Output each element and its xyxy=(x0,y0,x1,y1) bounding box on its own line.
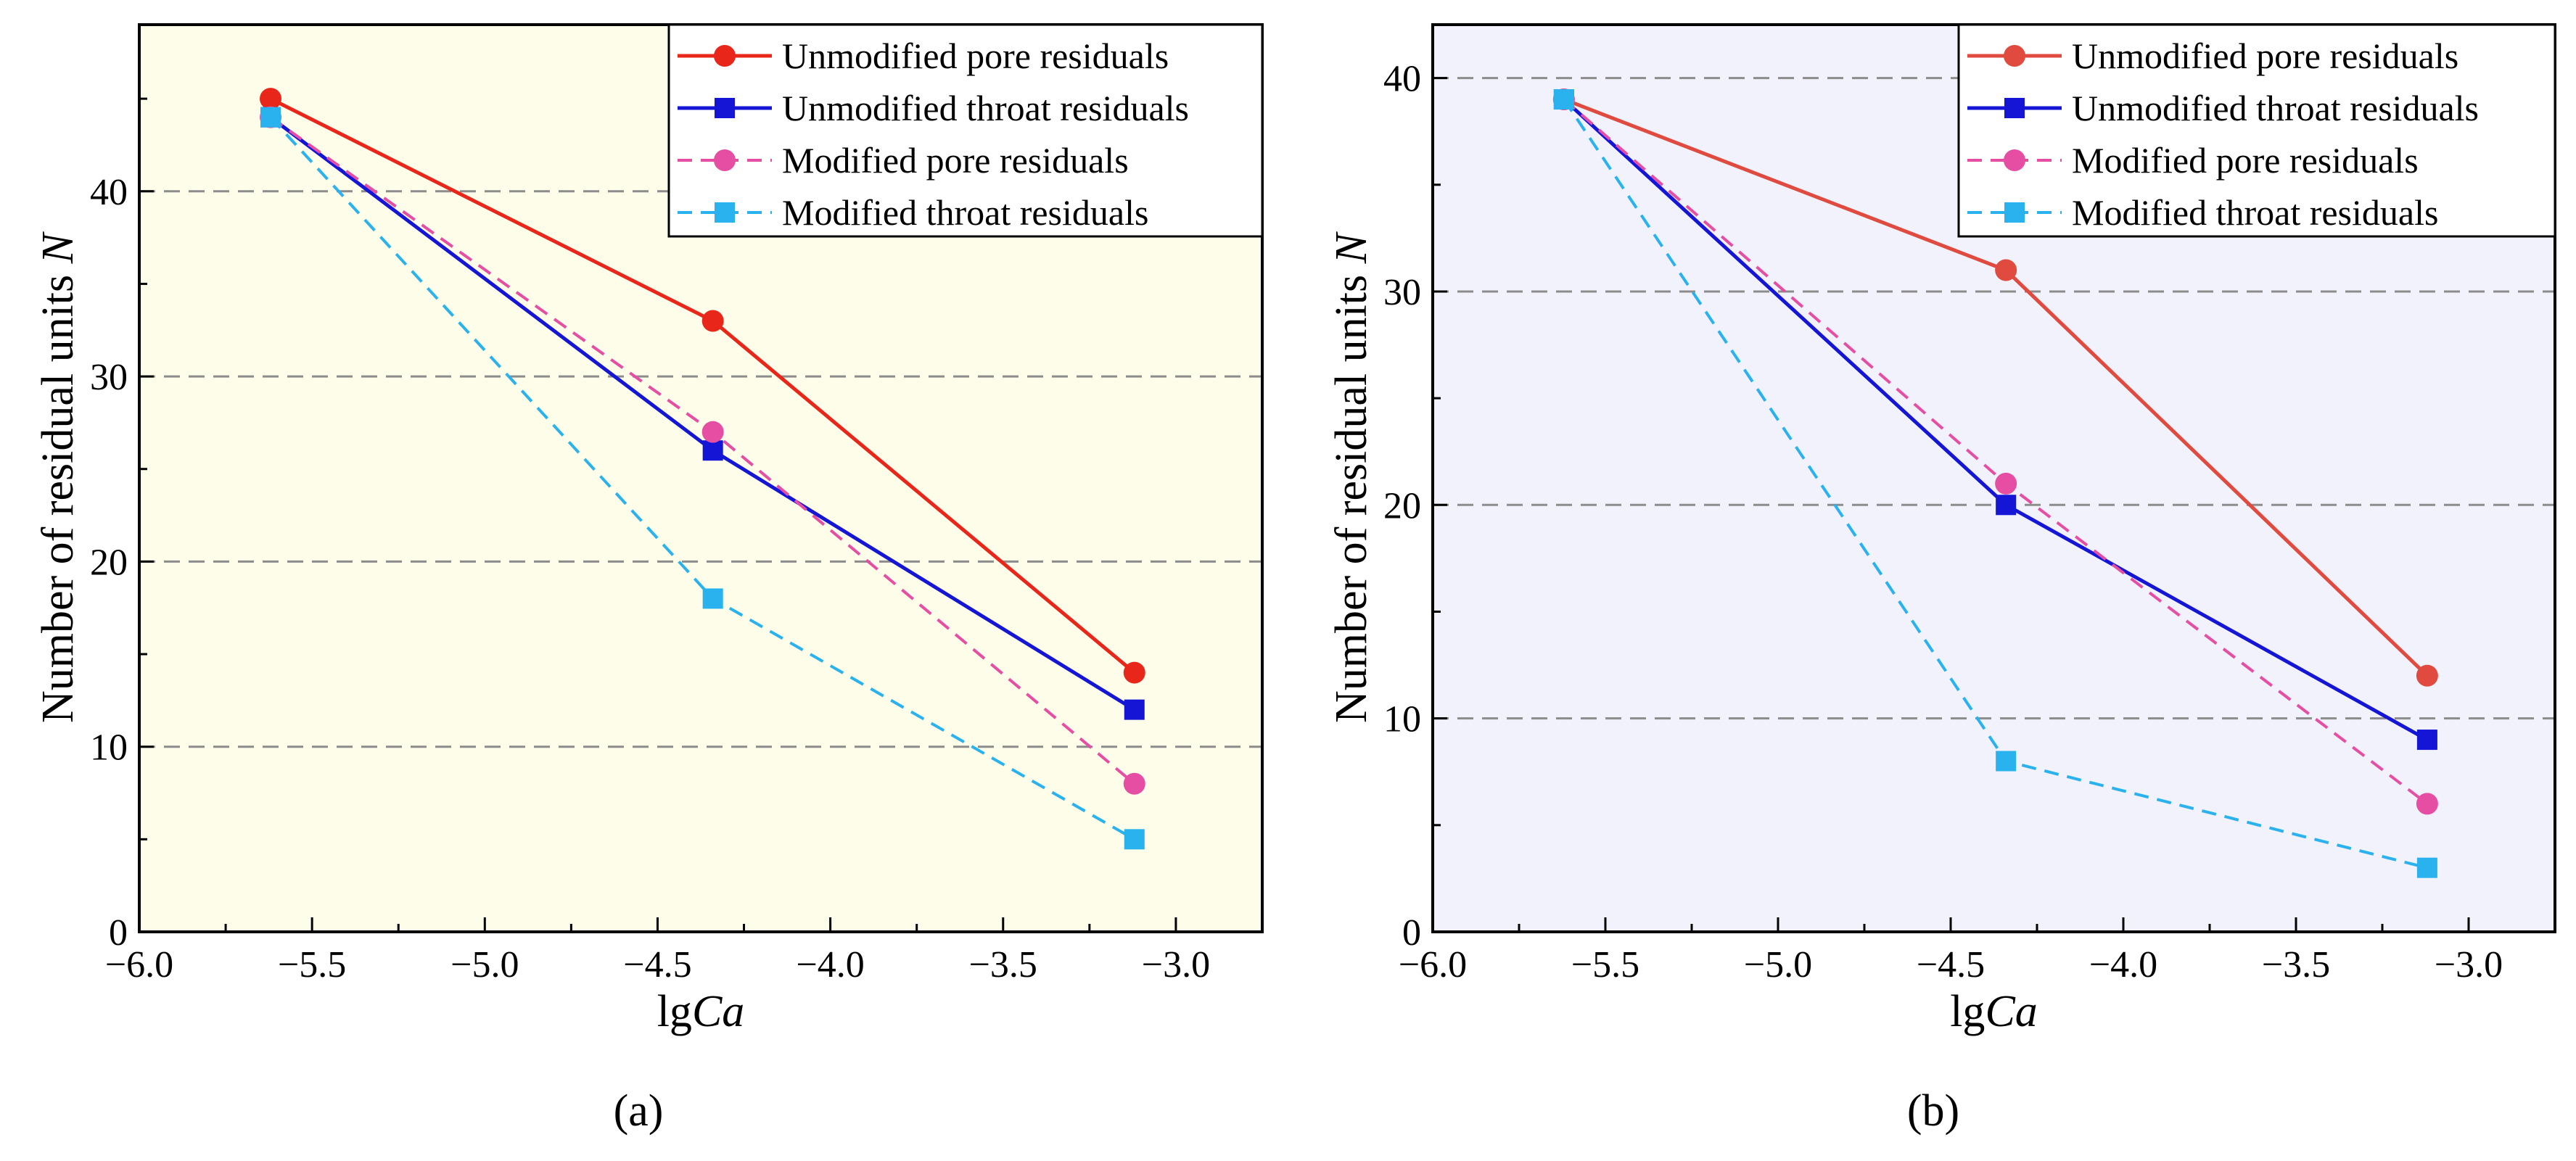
legend-label-a-2: Modified pore residuals xyxy=(782,140,1129,181)
x-tick-label-b-2: −5.0 xyxy=(1744,944,1812,986)
y-tick-label-a-2: 20 xyxy=(90,542,128,583)
y-tick-label-a-0: 0 xyxy=(109,912,128,954)
data-point-a-2-2 xyxy=(1123,772,1145,795)
x-tick-label-b-5: −3.5 xyxy=(2262,944,2330,986)
y-tick-label-b-0: 0 xyxy=(1402,912,1421,954)
data-point-b-1-2 xyxy=(2416,730,2437,751)
legend-label-b-0: Unmodified pore residuals xyxy=(2072,36,2458,76)
legend-label-a-0: Unmodified pore residuals xyxy=(782,36,1169,76)
legend-label-b-1: Unmodified throat residuals xyxy=(2072,88,2479,128)
x-tick-label-a-2: −5.0 xyxy=(450,944,519,986)
legend-marker-a-0 xyxy=(714,45,736,67)
x-tick-label-b-0: −6.0 xyxy=(1399,944,1467,986)
y-tick-label-a-4: 40 xyxy=(90,172,128,213)
y-tick-label-b-4: 40 xyxy=(1383,59,1421,100)
data-point-a-1-1 xyxy=(702,440,723,461)
legend-marker-b-0 xyxy=(2004,45,2025,67)
chart-panel-b: −6.0 −5.5 −5.0 −4.5 −4.0 −3.5 −3.0 0 10 20 30 40 lgC… xyxy=(1327,23,2556,1036)
x-tick-label-b-1: −5.5 xyxy=(1571,944,1639,986)
y-tick-label-b-1: 10 xyxy=(1383,699,1421,740)
data-point-a-1-2 xyxy=(1124,699,1145,720)
x-tick-label-a-4: −4.0 xyxy=(796,944,864,986)
legend-box-b xyxy=(1957,23,2556,238)
y-tick-label-a-1: 10 xyxy=(90,727,128,769)
legend-label-a-1: Unmodified throat residuals xyxy=(782,88,1189,128)
data-point-b-3-1 xyxy=(1996,751,2017,772)
panel-label-b: (b) xyxy=(1907,1086,1959,1136)
data-point-a-3-1 xyxy=(702,588,723,609)
x-tick-label-a-6: −3.0 xyxy=(1142,944,1210,986)
legend-marker-a-2 xyxy=(714,149,736,171)
y-axis-title-b: Number of residual units N xyxy=(1327,231,1376,723)
data-point-b-1-1 xyxy=(1996,495,2017,516)
x-tick-label-b-6: −3.0 xyxy=(2435,944,2503,986)
data-point-a-3-2 xyxy=(1124,829,1145,850)
data-point-a-0-0 xyxy=(259,88,281,110)
data-point-a-3-0 xyxy=(260,107,281,128)
chart-panel-a: −6.0 −5.5 −5.0 −4.5 −4.0 −3.5 −3.0 0 10 20 30 40 lgC… xyxy=(33,23,1264,1036)
x-tick-label-b-4: −4.0 xyxy=(2089,944,2157,986)
data-point-b-0-2 xyxy=(2416,664,2438,687)
legend-marker-b-2 xyxy=(2004,149,2025,171)
legend-marker-b-1 xyxy=(2004,98,2025,118)
x-tick-label-a-5: −3.5 xyxy=(969,944,1037,986)
legend-label-b-2: Modified pore residuals xyxy=(2072,140,2419,181)
legend-label-a-3: Modified throat residuals xyxy=(782,192,1148,233)
y-axis-title-a: Number of residual units N xyxy=(33,231,83,723)
data-point-a-2-1 xyxy=(701,421,724,443)
legend-marker-a-3 xyxy=(715,202,735,223)
data-point-a-0-2 xyxy=(1123,661,1145,684)
x-axis-title-b: lgCa xyxy=(1950,987,2038,1036)
data-point-b-0-1 xyxy=(1995,259,2017,281)
legend-marker-a-1 xyxy=(715,98,735,118)
x-tick-label-a-0: −6.0 xyxy=(105,944,173,986)
y-tick-label-b-2: 20 xyxy=(1383,485,1421,526)
data-point-b-3-0 xyxy=(1553,89,1574,110)
x-tick-label-a-1: −5.5 xyxy=(278,944,346,986)
data-point-a-0-1 xyxy=(701,310,724,332)
data-point-b-2-1 xyxy=(1995,472,2017,495)
legend-marker-b-3 xyxy=(2004,202,2025,223)
x-axis-title-a: lgCa xyxy=(657,987,745,1036)
data-point-b-3-2 xyxy=(2416,857,2437,878)
y-tick-label-b-3: 30 xyxy=(1383,272,1421,313)
legend-box-a xyxy=(667,23,1264,238)
x-tick-label-b-3: −4.5 xyxy=(1917,944,1985,986)
data-point-b-2-2 xyxy=(2416,793,2438,815)
y-tick-label-a-3: 30 xyxy=(90,357,128,398)
legend-label-b-3: Modified throat residuals xyxy=(2072,192,2438,233)
x-tick-label-a-3: −4.5 xyxy=(623,944,691,986)
panel-label-a: (a) xyxy=(614,1086,664,1136)
